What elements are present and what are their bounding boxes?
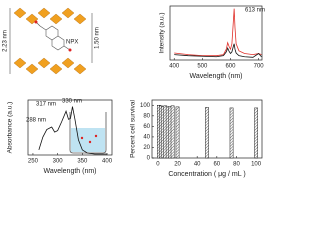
bar xyxy=(175,106,180,159)
x-tick-label: 40 xyxy=(194,162,201,168)
x-axis-label: Wavelength (nm) xyxy=(43,168,96,175)
bar xyxy=(170,105,175,159)
y-axis-label: Absorbance (a.u.) xyxy=(7,102,14,154)
figure: 2.23 nm 1.50 nm NPX 400 500 600 700Waveleng… xyxy=(3,5,265,178)
y-axis-label: Percent cell survival xyxy=(130,100,137,158)
plot-frame xyxy=(27,99,113,156)
annotation: 613 nm xyxy=(245,8,265,14)
plot-frame xyxy=(169,5,263,61)
bar xyxy=(205,107,209,159)
x-tick-label: 60 xyxy=(213,162,220,168)
x-tick-label: 700 xyxy=(254,64,265,70)
y-tick-label: 80 xyxy=(143,113,150,119)
y-tick-label: 40 xyxy=(143,134,150,140)
y-tick-label: 0 xyxy=(147,156,151,162)
beaker-inset xyxy=(69,112,107,154)
line-series xyxy=(38,106,108,155)
x-tick-label: 0 xyxy=(156,162,160,168)
x-tick-label: 250 xyxy=(28,159,39,165)
x-tick-label: 600 xyxy=(225,64,236,70)
x-tick-label: 20 xyxy=(174,162,181,168)
structure-diagram: 2.23 nm 1.50 nm NPX xyxy=(3,7,101,75)
diagram-label: 2.23 nm xyxy=(3,30,9,52)
y-tick-label: 20 xyxy=(143,145,150,151)
x-tick-label: 400 xyxy=(169,64,180,70)
bar xyxy=(229,107,234,159)
x-axis-label: Wavelength (nm) xyxy=(189,73,242,80)
line-series xyxy=(174,8,262,57)
x-tick-label: 100 xyxy=(251,162,262,168)
y-tick-label: 60 xyxy=(143,124,150,130)
x-tick-label: 300 xyxy=(53,159,64,165)
annotation: 288 nm xyxy=(26,118,46,124)
x-tick-label: 80 xyxy=(233,162,240,168)
line-series xyxy=(174,43,262,58)
diagram-label: NPX xyxy=(66,40,78,46)
x-tick-label: 400 xyxy=(102,159,113,165)
x-tick-label: 350 xyxy=(77,159,88,165)
diagram-label: 1.50 nm xyxy=(95,27,101,49)
x-tick-label: 500 xyxy=(197,64,208,70)
y-tick-label: 100 xyxy=(140,103,151,109)
bar xyxy=(254,107,258,159)
y-axis-label: Intensity (a.u.) xyxy=(159,12,166,53)
annotation: 317 nm xyxy=(36,102,56,108)
x-axis-label: Concentration ( μg / mL ) xyxy=(168,171,245,178)
annotation: 330 nm xyxy=(62,99,82,105)
